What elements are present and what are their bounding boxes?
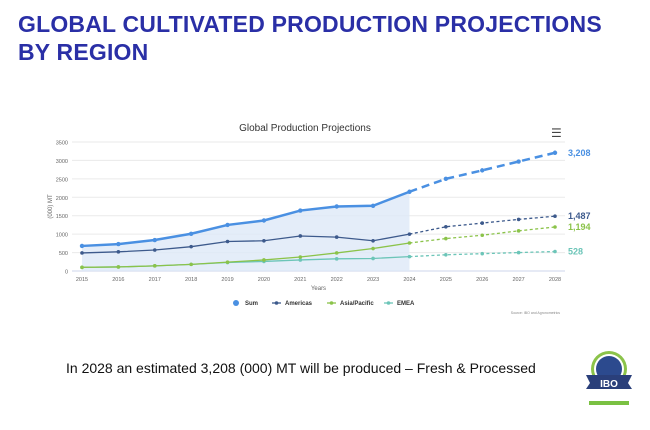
asia-pacific-point [553,225,557,229]
sum-area [82,191,410,271]
emea-point [334,257,339,261]
americas-point [334,235,339,239]
sum-end-label: 3,208 [568,148,591,158]
asia-pacific-end-label: 1,194 [568,222,591,232]
asia-pacific-point [334,251,339,255]
americas-point [407,232,412,236]
caption: In 2028 an estimated 3,208 (000) MT will… [66,360,536,376]
sum-point [552,150,558,155]
americas-point [225,239,230,244]
asia-pacific-point [444,236,448,241]
americas-point [516,217,521,222]
x-tick-label: 2024 [403,277,415,283]
americas-point [116,250,121,254]
sum-point [298,208,303,213]
legend-marker-asia-pacific [329,301,334,305]
y-tick-label: 0 [65,270,68,276]
x-tick-label: 2017 [149,277,161,283]
x-tick-label: 2025 [440,277,452,283]
legend-label-sum: Sum [245,301,258,307]
americas-point [80,251,84,255]
asia-pacific-point [189,262,193,267]
sum-point [225,222,230,228]
americas-point [480,221,485,225]
chart-title: Global Production Projections [239,123,371,134]
asia-pacific-point [371,246,375,251]
emea-point [553,249,557,254]
x-tick-label: 2020 [258,277,270,283]
y-tick-label: 2000 [56,196,68,202]
legend-marker-emea [386,301,391,305]
chart: 0 500 1000 1500 2000 2500 3000 3500 2015 2016 2017… [48,141,591,316]
americas-point [371,238,375,243]
americas-point [444,224,448,229]
emea-point [480,251,485,256]
sum-point [370,203,376,208]
legend-marker-americas [274,301,279,305]
x-tick-label: 2028 [549,277,561,283]
asia-pacific-point [262,258,266,262]
x-tick-label: 2027 [512,277,524,283]
sum-point [261,218,267,223]
x-tick-label: 2022 [331,277,343,283]
americas-projection-line [409,215,556,235]
x-tick-label: 2015 [76,277,88,283]
sum-point [188,231,194,236]
x-tick-label: 2016 [112,277,124,283]
asia-pacific-point [80,265,84,270]
y-tick-label: 3500 [56,141,68,147]
hamburger-icon[interactable]: ☰ [551,126,562,140]
legend-marker-sum [233,300,239,306]
y-tick-label: 1000 [56,233,68,239]
y-tick-label: 2500 [56,177,68,183]
legend-label-americas: Americas [285,301,313,307]
asia-pacific-point [480,233,485,238]
emea-point [516,250,521,255]
asia-pacific-point [298,255,303,259]
emea-point [407,254,412,259]
y-tick-label: 3000 [56,159,68,165]
y-tick-label: 500 [59,251,68,257]
asia-pacific-point [407,241,412,245]
asia-pacific-point [225,260,230,264]
americas-point [262,238,266,243]
x-tick-label: 2021 [294,277,306,283]
americas-line [81,233,410,254]
emea-point [371,256,375,261]
sum-point [152,237,157,243]
sum-point [407,189,412,194]
source-note: Source: IBO and Agronometrics [511,311,560,315]
americas-point [298,234,303,238]
x-tick-label: 2026 [476,277,488,283]
emea-point [444,252,448,257]
asia-pacific-line [81,242,410,268]
americas-point [152,248,157,252]
x-tick-label: 2023 [367,277,379,283]
ibo-logo: IBO [584,349,634,414]
sum-point [516,159,521,164]
sum-point [116,241,121,247]
emea-end-label: 528 [568,247,583,257]
page-title: GLOBAL CULTIVATED PRODUCTION PROJECTIONS… [18,11,602,65]
asia-pacific-point [116,265,121,269]
sum-point [79,243,85,249]
legend-label-emea: EMEA [397,301,415,307]
sum-point [443,176,449,182]
svg-text:IBO: IBO [600,379,618,390]
y-tick-label: 1500 [56,214,68,220]
sum-line [81,190,410,248]
y-axis-label: (000) MT [48,194,54,219]
sum-point [334,204,339,209]
asia-pacific-point [152,264,157,268]
americas-end-label: 1,487 [568,211,591,221]
x-tick-label: 2019 [221,277,233,283]
americas-point [553,214,557,218]
legend-label-asia-pacific: Asia/Pacific [340,301,374,307]
x-axis-label: Years [311,286,326,292]
asia-pacific-point [516,229,521,233]
x-tick-label: 2018 [185,277,197,283]
sum-point [480,168,485,173]
americas-point [189,244,193,249]
emea-point [298,258,303,262]
